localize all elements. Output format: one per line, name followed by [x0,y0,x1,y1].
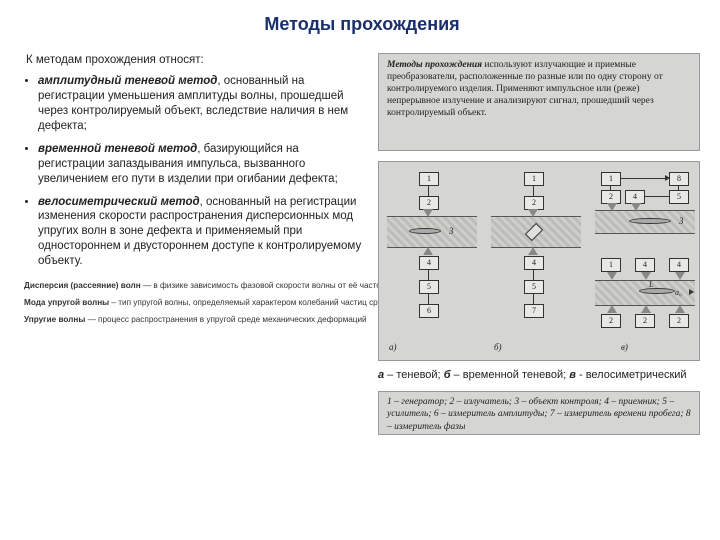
transducer-icon [631,203,641,211]
diagram-box: 5 [669,190,689,204]
diagram-box: 8 [669,172,689,186]
methods-list: амплитудный теневой метод, основанный на… [38,74,364,269]
slide: Методы прохождения К методам прохождения… [0,0,720,540]
receiver-icon [423,247,433,255]
receiver-icon [675,305,685,313]
diagram-box: 4 [419,256,439,270]
diagram-label-a: а) [389,342,397,352]
diagram-label-v: в) [621,342,628,352]
diagram-label-b: б) [494,342,502,352]
footnote: Мода упругой волны – тип упругой волны, … [24,298,404,309]
transducer-icon [607,203,617,211]
diagram-box: 2 [635,314,655,328]
receiver-icon [607,305,617,313]
diagram-box: 1 [524,172,544,186]
diagram-box: 2 [669,314,689,328]
diagram-box: 1 [601,258,621,272]
diagram-box: 2 [419,196,439,210]
footnote: Упругие волны — процесс распространения … [24,315,404,326]
diagram-box: 5 [524,280,544,294]
receiver-icon [528,247,538,255]
diagram-box: 7 [524,304,544,318]
intro-text: К методам прохождения относят: [26,53,364,68]
content-columns: К методам прохождения относят: амплитудн… [24,53,700,435]
scanned-legend: 1 – генератор; 2 – излучатель; 3 – объек… [378,391,700,435]
diagram-box: 2 [601,190,621,204]
right-column: Методы прохождения используют излучающие… [378,53,700,435]
transducer-icon [528,209,538,217]
list-item: временной теневой метод, базирующийся на… [38,142,364,187]
method-term: велосиметрический метод [38,196,200,208]
list-item: амплитудный теневой метод, основанный на… [38,74,364,134]
footnotes: Дисперсия (рассеяние) волн — в физике за… [24,281,404,325]
transducer-icon [675,272,685,280]
method-term: амплитудный теневой метод [38,75,217,87]
list-item: велосиметрический метод, основанный на р… [38,195,364,270]
diagram-box: 6 [419,304,439,318]
scanned-diagram: 1 2 3 4 5 6 а) 1 2 [378,161,700,361]
defect-icon [629,218,671,224]
method-term: временной теневой метод [38,143,197,155]
transducer-icon [423,209,433,217]
diagram-box: 4 [625,190,645,204]
defect-icon [639,288,675,294]
receiver-icon [641,305,651,313]
diagram-box: 1 [419,172,439,186]
diagram-box: 5 [419,280,439,294]
transducer-icon [641,272,651,280]
transducer-icon [607,272,617,280]
left-column: К методам прохождения относят: амплитудн… [24,53,364,435]
defect-icon [409,228,441,234]
diagram-box: 4 [669,258,689,272]
diagram-caption: а – теневой; б – временной теневой; в - … [378,369,700,381]
diagram-box: 2 [524,196,544,210]
diagram-box: 1 [601,172,621,186]
diagram-box: 4 [524,256,544,270]
scanned-paragraph: Методы прохождения используют излучающие… [378,53,700,151]
footnote: Дисперсия (рассеяние) волн — в физике за… [24,281,404,292]
diagram-box: 2 [601,314,621,328]
page-title: Методы прохождения [24,14,700,35]
diagram-box: 4 [635,258,655,272]
